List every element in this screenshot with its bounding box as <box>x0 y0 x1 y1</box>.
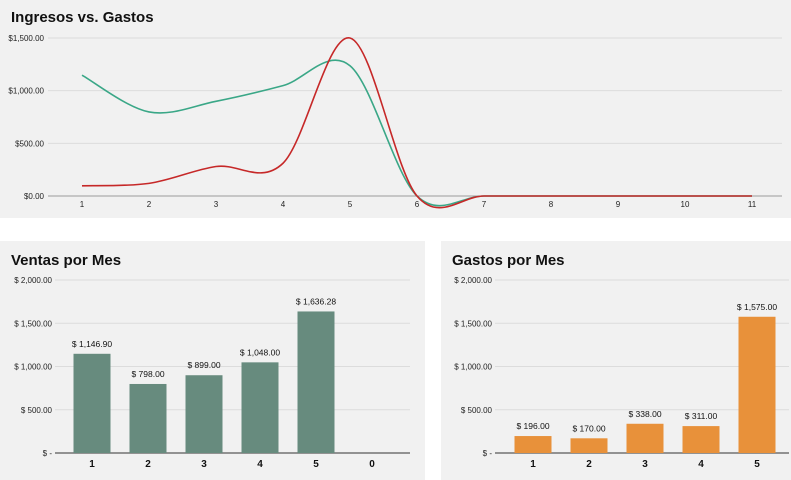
y-tick-label: $ 1,500.00 <box>454 319 492 328</box>
y-tick-label: $ 1,500.00 <box>14 319 52 328</box>
y-tick-label: $ 2,000.00 <box>14 276 52 285</box>
y-tick-label: $500.00 <box>15 139 44 148</box>
data-label: $ 196.00 <box>516 421 549 431</box>
bar-5 <box>297 311 335 453</box>
bar-chart-svg: $ - $ 500.00 $ 1,000.00 $ 1,500.00 $ 2,000.0… <box>454 276 789 470</box>
x-tick-label: 1 <box>530 459 536 470</box>
y-tick-label: $1,000.00 <box>8 87 44 96</box>
line-chart-svg: $0.00 $500.00 $1,000.00 $1,500.00 1 2 3 4 5 6 7 8 9 1… <box>8 34 782 209</box>
x-tick-label: 0 <box>369 459 375 470</box>
y-tick-label: $ 500.00 <box>21 406 53 415</box>
chart-ventas-por-mes[interactable]: Ventas por Mes $ - $ 500.00 $ 1,000.00 $ 1,… <box>0 241 425 480</box>
x-tick-label: 9 <box>616 200 621 209</box>
x-tick-label: 10 <box>681 200 690 209</box>
bar-2 <box>570 438 608 453</box>
x-tick-label: 6 <box>415 200 420 209</box>
series-line-1 <box>81 59 752 207</box>
bar-4 <box>682 426 720 453</box>
x-tick-label: 11 <box>748 200 757 209</box>
y-tick-label: $ - <box>483 449 493 458</box>
bar-3 <box>185 375 223 453</box>
x-tick-label: 3 <box>214 200 219 209</box>
bar-1 <box>73 353 111 453</box>
data-label: $ 899.00 <box>187 360 220 370</box>
data-label: $ 1,636.28 <box>296 296 336 306</box>
x-tick-label: 1 <box>80 200 85 209</box>
chart-gastos-por-mes[interactable]: Gastos por Mes $ - $ 500.00 $ 1,000.00 $ 1,… <box>441 241 791 480</box>
y-tick-label: $ 500.00 <box>461 406 493 415</box>
x-tick-label: 5 <box>313 459 319 470</box>
series-line-2 <box>81 37 752 209</box>
data-label: $ 1,575.00 <box>737 302 777 312</box>
y-tick-label: $ 1,000.00 <box>14 363 52 372</box>
y-tick-label: $ 2,000.00 <box>454 276 492 285</box>
data-label: $ 798.00 <box>131 369 164 379</box>
x-tick-label: 4 <box>281 200 286 209</box>
data-label: $ 1,048.00 <box>240 347 280 357</box>
bar-chart-svg: $ - $ 500.00 $ 1,000.00 $ 1,500.00 $ 2,000.0… <box>14 276 410 470</box>
x-tick-label: 4 <box>698 459 704 470</box>
x-tick-label: 2 <box>145 459 151 470</box>
chart-title: Ingresos vs. Gastos <box>11 9 154 26</box>
x-tick-label: 8 <box>549 200 554 209</box>
x-tick-label: 4 <box>257 459 263 470</box>
bar-4 <box>241 362 279 453</box>
x-tick-label: 2 <box>147 200 152 209</box>
x-tick-label: 3 <box>642 459 648 470</box>
chart-title: Gastos por Mes <box>452 252 565 269</box>
x-tick-label: 1 <box>89 459 95 470</box>
x-tick-label: 5 <box>754 459 760 470</box>
x-tick-label: 2 <box>586 459 592 470</box>
x-tick-label: 7 <box>482 200 487 209</box>
y-tick-label: $1,500.00 <box>8 34 44 43</box>
chart-title: Ventas por Mes <box>11 252 122 269</box>
chart-ingresos-vs-gastos[interactable]: Ingresos vs. Gastos $0.00 $500.00 $1,000.0… <box>0 0 791 218</box>
bar-2 <box>129 383 167 453</box>
y-tick-label: $ 1,000.00 <box>454 363 492 372</box>
data-label: $ 311.00 <box>685 411 718 421</box>
data-label: $ 1,146.90 <box>72 339 112 349</box>
x-tick-label: 5 <box>348 200 353 209</box>
y-tick-label: $ - <box>43 449 53 458</box>
data-label: $ 170.00 <box>572 423 605 433</box>
x-tick-label: 3 <box>201 459 207 470</box>
bar-5 <box>738 316 776 453</box>
bar-1 <box>514 436 552 453</box>
y-tick-label: $0.00 <box>24 192 45 201</box>
bar-3 <box>626 423 664 453</box>
data-label: $ 338.00 <box>628 409 661 419</box>
